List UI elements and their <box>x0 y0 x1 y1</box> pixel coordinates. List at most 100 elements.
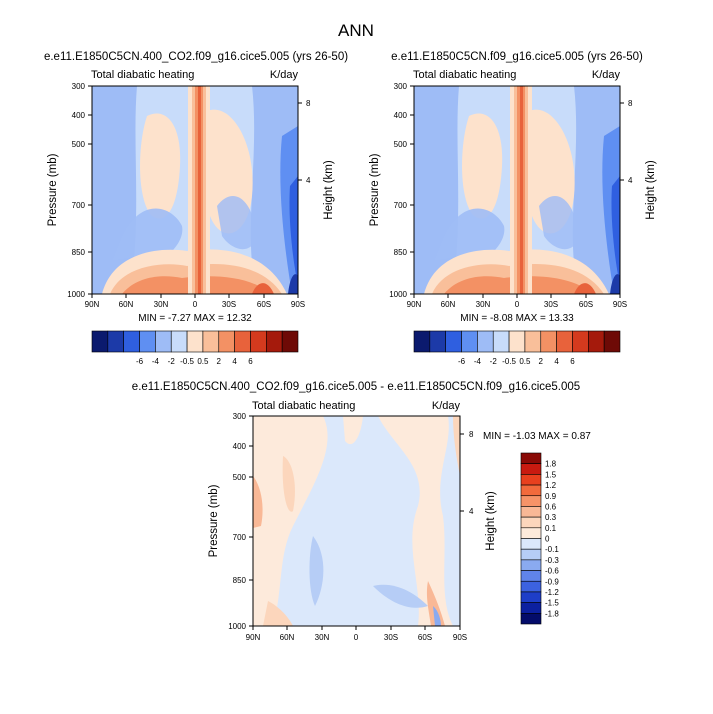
colorbar-swatch <box>461 330 478 353</box>
panel-3-stats: MIN = -1.03 MAX = 0.87 <box>483 431 591 442</box>
panel-2-colorbar: -6 -4 -2 -0.5 0.5 2 4 6 <box>413 330 621 366</box>
panel-2: e.e11.E1850C5CN.f09_g16.cice5.005 (yrs 2… <box>369 51 657 366</box>
panel-3-x-tick: 0 <box>354 633 359 642</box>
panel-2-y-axis: 300 400 500 700 850 1000 Pressure (mb) <box>369 82 414 299</box>
colorbar-label: 2 <box>539 357 544 366</box>
panel-1-x-tick: 0 <box>193 300 198 309</box>
panel-1-title: e.e11.E1850C5CN.400_CO2.f09_g16.cice5.00… <box>44 51 348 63</box>
colorbar-label: -4 <box>474 357 482 366</box>
panel-1-subtitle-left: Total diabatic heating <box>91 69 194 81</box>
panel-3-y-tick: 500 <box>233 473 247 482</box>
colorbar-swatch <box>520 591 542 603</box>
colorbar-label: -2 <box>168 357 176 366</box>
panel-1: e.e11.E1850C5CN.400_CO2.f09_g16.cice5.00… <box>44 51 348 366</box>
colorbar-swatch <box>492 330 510 353</box>
panel-3-colorbar: 1.81.5 1.2 0.90.6 0.3 0.1 0-0.1 -0.3 -0.6-0.9 -1… <box>520 452 559 625</box>
panel-3-y-tick: 400 <box>233 442 247 451</box>
panel-1-y-label: Pressure (mb) <box>47 153 59 226</box>
colorbar-label: 1.2 <box>545 481 557 490</box>
colorbar-label: -0.5 <box>180 357 194 366</box>
colorbar-swatch <box>266 330 283 353</box>
panel-1-y-tick: 300 <box>72 82 86 91</box>
colorbar-swatch <box>413 330 431 353</box>
panel-2-y-right-label: Height (km) <box>645 160 657 220</box>
panel-2-stats: MIN = -8.08 MAX = 13.33 <box>460 313 574 324</box>
panel-3: e.e11.E1850C5CN.400_CO2.f09_g16.cice5.00… <box>132 381 591 642</box>
colorbar-label: 1.8 <box>545 460 557 469</box>
colorbar-swatch <box>520 548 542 561</box>
panel-1-x-tick: 60S <box>257 300 271 309</box>
panel-3-y-axis-right: 8 4 Height (km) <box>460 430 497 551</box>
panel-3-y-tick: 300 <box>233 412 247 421</box>
colorbar-swatch <box>281 330 299 353</box>
colorbar-swatch <box>202 330 220 353</box>
colorbar-label: 4 <box>554 357 559 366</box>
panel-3-y-label: Pressure (mb) <box>208 484 220 557</box>
panel-2-y-tick: 1000 <box>389 290 407 299</box>
colorbar-swatch <box>520 570 542 582</box>
colorbar-label: -2 <box>490 357 498 366</box>
colorbar-swatch <box>477 330 494 353</box>
panel-3-y-tick: 1000 <box>228 622 246 631</box>
colorbar-label: -0.5 <box>502 357 516 366</box>
panel-3-x-tick: 60N <box>280 633 295 642</box>
panel-1-y-tick: 500 <box>72 140 86 149</box>
colorbar-swatch <box>170 330 188 353</box>
panel-2-plot-area <box>413 85 621 295</box>
figure-title: ANN <box>338 21 374 40</box>
panel-1-x-tick: 60N <box>119 300 134 309</box>
colorbar-label: -0.6 <box>545 567 559 576</box>
panel-1-subtitle-right: K/day <box>270 69 299 81</box>
colorbar-swatch <box>139 330 156 353</box>
panel-3-y-right-tick: 4 <box>469 507 474 516</box>
panel-3-x-tick: 60S <box>418 633 432 642</box>
panel-3-y-right-label: Height (km) <box>485 491 497 551</box>
panel-2-subtitle-left: Total diabatic heating <box>413 69 516 81</box>
colorbar-swatch <box>91 330 109 353</box>
colorbar-swatch <box>520 495 542 507</box>
panel-3-plot-area <box>252 415 461 627</box>
panel-2-y-tick: 400 <box>394 111 408 120</box>
panel-2-x-tick: 60S <box>579 300 593 309</box>
panel-3-subtitle-left: Total diabatic heating <box>252 400 355 412</box>
colorbar-swatch <box>155 330 172 353</box>
colorbar-swatch <box>123 330 140 353</box>
colorbar-label: -6 <box>458 357 466 366</box>
panel-1-y-right-label: Height (km) <box>323 160 335 220</box>
colorbar-label: 0.1 <box>545 524 557 533</box>
colorbar-swatch <box>234 330 251 353</box>
colorbar-label: 0.9 <box>545 492 557 501</box>
panel-1-y-right-tick: 8 <box>306 99 311 108</box>
panel-2-x-tick: 90N <box>407 300 422 309</box>
panel-3-title: e.e11.E1850C5CN.400_CO2.f09_g16.cice5.00… <box>132 381 580 393</box>
colorbar-swatch <box>107 330 124 353</box>
panel-2-y-label: Pressure (mb) <box>369 153 381 226</box>
panel-2-x-axis: 90N 60N 30N 0 30S 60S 90S <box>407 294 627 309</box>
colorbar-swatch <box>603 330 621 353</box>
colorbar-label: -0.1 <box>545 545 559 554</box>
colorbar-label: -4 <box>152 357 160 366</box>
panel-3-x-tick: 90S <box>453 633 467 642</box>
panel-3-x-tick: 90N <box>246 633 261 642</box>
colorbar-label: 0.5 <box>519 357 531 366</box>
colorbar-swatch <box>520 538 542 550</box>
panel-1-plot-area <box>91 85 299 295</box>
colorbar-label: 0.6 <box>545 502 557 511</box>
colorbar-swatch <box>218 330 235 353</box>
panel-2-x-tick: 90S <box>613 300 627 309</box>
panel-1-y-tick: 850 <box>72 248 86 257</box>
colorbar-swatch <box>520 474 542 486</box>
colorbar-swatch <box>520 463 542 475</box>
panel-2-y-right-tick: 4 <box>628 176 633 185</box>
panel-1-x-tick: 30S <box>222 300 236 309</box>
colorbar-swatch <box>429 330 446 353</box>
colorbar-swatch <box>556 330 573 353</box>
panel-3-x-axis: 90N 60N 30N 0 30S 60S 90S <box>246 626 467 642</box>
panel-2-title: e.e11.E1850C5CN.f09_g16.cice5.005 (yrs 2… <box>391 51 643 63</box>
colorbar-swatch <box>520 527 542 539</box>
panel-2-y-axis-right: 8 4 Height (km) <box>620 99 657 220</box>
panel-1-x-tick: 30N <box>154 300 169 309</box>
panel-2-x-tick: 60N <box>441 300 456 309</box>
colorbar-swatch <box>520 580 542 593</box>
colorbar-label: -0.3 <box>545 556 559 565</box>
